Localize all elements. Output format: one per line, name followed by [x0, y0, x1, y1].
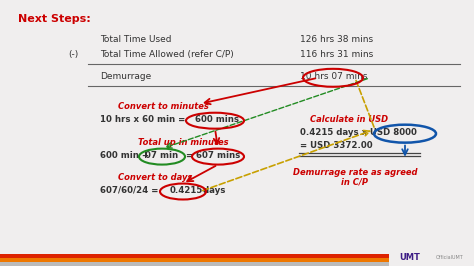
Text: USD 8000: USD 8000 [370, 128, 417, 137]
Text: 600 min +: 600 min + [100, 151, 152, 160]
Text: (-): (-) [68, 50, 78, 59]
Text: Next Steps:: Next Steps: [18, 14, 91, 24]
Text: 0.4215 days x: 0.4215 days x [300, 128, 370, 137]
Text: Total Time Used: Total Time Used [100, 35, 172, 44]
Text: Total up in minutes: Total up in minutes [138, 138, 228, 147]
Text: 607 mins: 607 mins [196, 151, 240, 160]
Text: days: days [200, 186, 225, 194]
Bar [0, 262, 389, 266]
Text: 07 min: 07 min [145, 151, 178, 160]
Text: 607/60/24 =: 607/60/24 = [100, 186, 161, 194]
Text: 116 hrs 31 mins: 116 hrs 31 mins [300, 50, 373, 59]
Text: Convert to days: Convert to days [118, 173, 192, 182]
Text: 10 hrs x 60 min =: 10 hrs x 60 min = [100, 115, 188, 124]
Text: Convert to minutes: Convert to minutes [118, 102, 209, 111]
Bar [0, 258, 389, 262]
Text: 126 hrs 38 mins: 126 hrs 38 mins [300, 35, 373, 44]
Text: Demurrage rate as agreed
in C/P: Demurrage rate as agreed in C/P [293, 168, 417, 187]
Text: UMT: UMT [400, 253, 420, 262]
Bar [0, 254, 389, 258]
Text: 600 mins: 600 mins [195, 115, 239, 124]
Text: 0.4215: 0.4215 [170, 186, 203, 194]
Text: Total Time Allowed (refer C/P): Total Time Allowed (refer C/P) [100, 50, 234, 59]
Text: Demurrage: Demurrage [100, 72, 151, 81]
Text: 10 hrs 07 mins: 10 hrs 07 mins [300, 72, 367, 81]
Text: Calculate in USD: Calculate in USD [310, 115, 388, 124]
Text: OfficialUMT: OfficialUMT [436, 255, 464, 260]
Text: =: = [183, 151, 196, 160]
Text: = USD 3372.00: = USD 3372.00 [300, 141, 373, 150]
